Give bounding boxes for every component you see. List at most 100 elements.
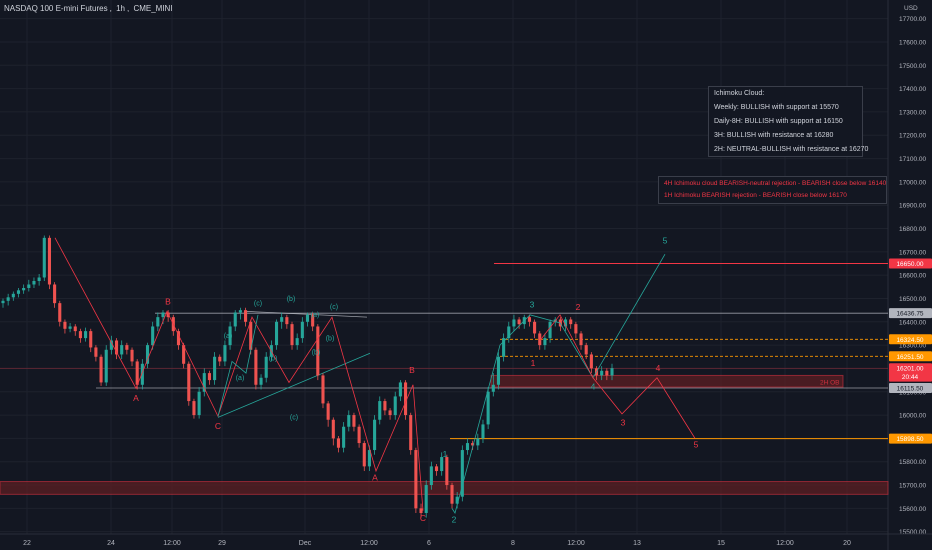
wave-label: (b) (287, 296, 296, 303)
y-tick-label: 16300.00 (899, 343, 926, 350)
x-tick-label: 12:00 (163, 540, 181, 547)
wave-label: 5 (694, 440, 699, 450)
candle-body (538, 333, 542, 346)
chart-title: NASDAQ 100 E-mini Futures, 1h, CME_MINI (4, 4, 173, 13)
candle-body (321, 375, 325, 404)
trendline-lower (217, 352, 371, 418)
candle-body (326, 403, 330, 420)
candle-body (290, 324, 294, 346)
candle-body (68, 326, 72, 329)
candle-body (109, 340, 113, 350)
ichimoku-line-weekly: Weekly: BULLISH with support at 15570 (714, 104, 839, 112)
y-tick-label: 17000.00 (899, 179, 926, 186)
candle-body (342, 426, 346, 448)
candle-body (192, 401, 196, 416)
candle-body (357, 426, 361, 444)
candle-body (285, 317, 289, 325)
currency-label: USD (904, 5, 918, 12)
candle-body (37, 277, 41, 281)
demand-zone (0, 481, 889, 495)
candle-body (336, 438, 341, 448)
wave-label: (b) (269, 355, 278, 362)
candle-body (140, 363, 144, 385)
candle-body (274, 321, 279, 346)
ichimoku-line-3h: 3H: BULLISH with resistance at 16280 (714, 132, 834, 140)
x-tick-label: 12:00 (567, 540, 585, 547)
candle-body (383, 401, 387, 411)
candle-body (305, 314, 310, 322)
y-tick-label: 16400.00 (899, 319, 926, 326)
candle-body (228, 326, 232, 346)
candle-body (569, 319, 573, 325)
candle-body (424, 485, 428, 514)
candle-body (53, 284, 57, 304)
candle-body (6, 297, 10, 301)
x-tick-label: 20 (843, 540, 851, 547)
candle-body (176, 331, 181, 346)
candle-body (362, 443, 366, 467)
y-tick-label: 15500.00 (899, 529, 926, 536)
candle-body (589, 354, 593, 369)
ichimoku-summary-box: Ichimoku Cloud: Weekly: BULLISH with sup… (708, 86, 868, 157)
wave-label: C (215, 421, 221, 431)
y-tick-label: 16600.00 (899, 273, 926, 280)
x-tick-label: 12:00 (360, 540, 378, 547)
y-tick-label: 16500.00 (899, 296, 926, 303)
candle-body (393, 396, 397, 416)
y-tick-label: 17500.00 (899, 63, 926, 70)
y-tick-label: 15600.00 (899, 506, 926, 513)
candle-body (471, 443, 475, 446)
candle-body (254, 349, 258, 385)
candle-body (440, 457, 444, 472)
price-tag-bg (889, 433, 932, 444)
wave-label: (c) (330, 304, 338, 311)
wave-label: (c) (254, 300, 262, 307)
x-tick-label: 29 (218, 540, 226, 547)
trendline-upper (244, 310, 368, 318)
wave-label: (b) (326, 335, 335, 342)
y-tick-label: 16000.00 (899, 413, 926, 420)
x-tick-label: Dec (299, 540, 312, 547)
x-tick-label: 24 (107, 540, 115, 547)
wave-label: 3 (621, 418, 626, 428)
price-tag-label: 16115.50 (897, 386, 924, 393)
y-tick-label: 15700.00 (899, 483, 926, 490)
ob-zone-label: 2H OB (820, 379, 840, 386)
bearish-rejection-box: 4H Ichimoku cloud BEARISH-neutral reject… (658, 176, 887, 204)
candle-body (120, 345, 124, 355)
price-tag-label: 20:44 (902, 374, 919, 381)
candle-body (11, 293, 15, 298)
candle-body (600, 370, 604, 376)
price-tag-bg (889, 334, 932, 345)
candle-body (233, 312, 237, 327)
y-tick-label: 16900.00 (899, 203, 926, 210)
candle-body (584, 345, 588, 355)
candle-body (367, 450, 371, 467)
y-tick-label: 16700.00 (899, 249, 926, 256)
price-tag-label: 16324.50 (896, 337, 923, 344)
candle-body (244, 310, 248, 322)
candle-body (496, 356, 501, 385)
y-tick-label: 17300.00 (899, 109, 926, 116)
wave-label: 5 (663, 236, 668, 246)
wave-label: (a) (224, 333, 233, 340)
candle-body (564, 319, 568, 327)
y-tick-label: 17400.00 (899, 86, 926, 93)
candle-body (476, 438, 480, 446)
ob-zone (490, 374, 844, 388)
wave-label: (a) (311, 312, 320, 319)
candle-body (249, 321, 253, 350)
bearish-line-1h: 1H Ichimoku BEARISH rejection - BEARISH … (664, 192, 847, 199)
candle-body (22, 287, 26, 291)
candle-body (161, 312, 165, 318)
candle-body (388, 410, 392, 416)
wave-path-projection (539, 314, 696, 439)
wave-label: A (133, 393, 139, 403)
candle-body (73, 326, 77, 332)
candle-body (99, 356, 103, 383)
candle-body (63, 321, 67, 329)
wave-path-abc (54, 237, 424, 511)
price-tag-bg (889, 258, 932, 269)
candle-body (130, 349, 134, 362)
